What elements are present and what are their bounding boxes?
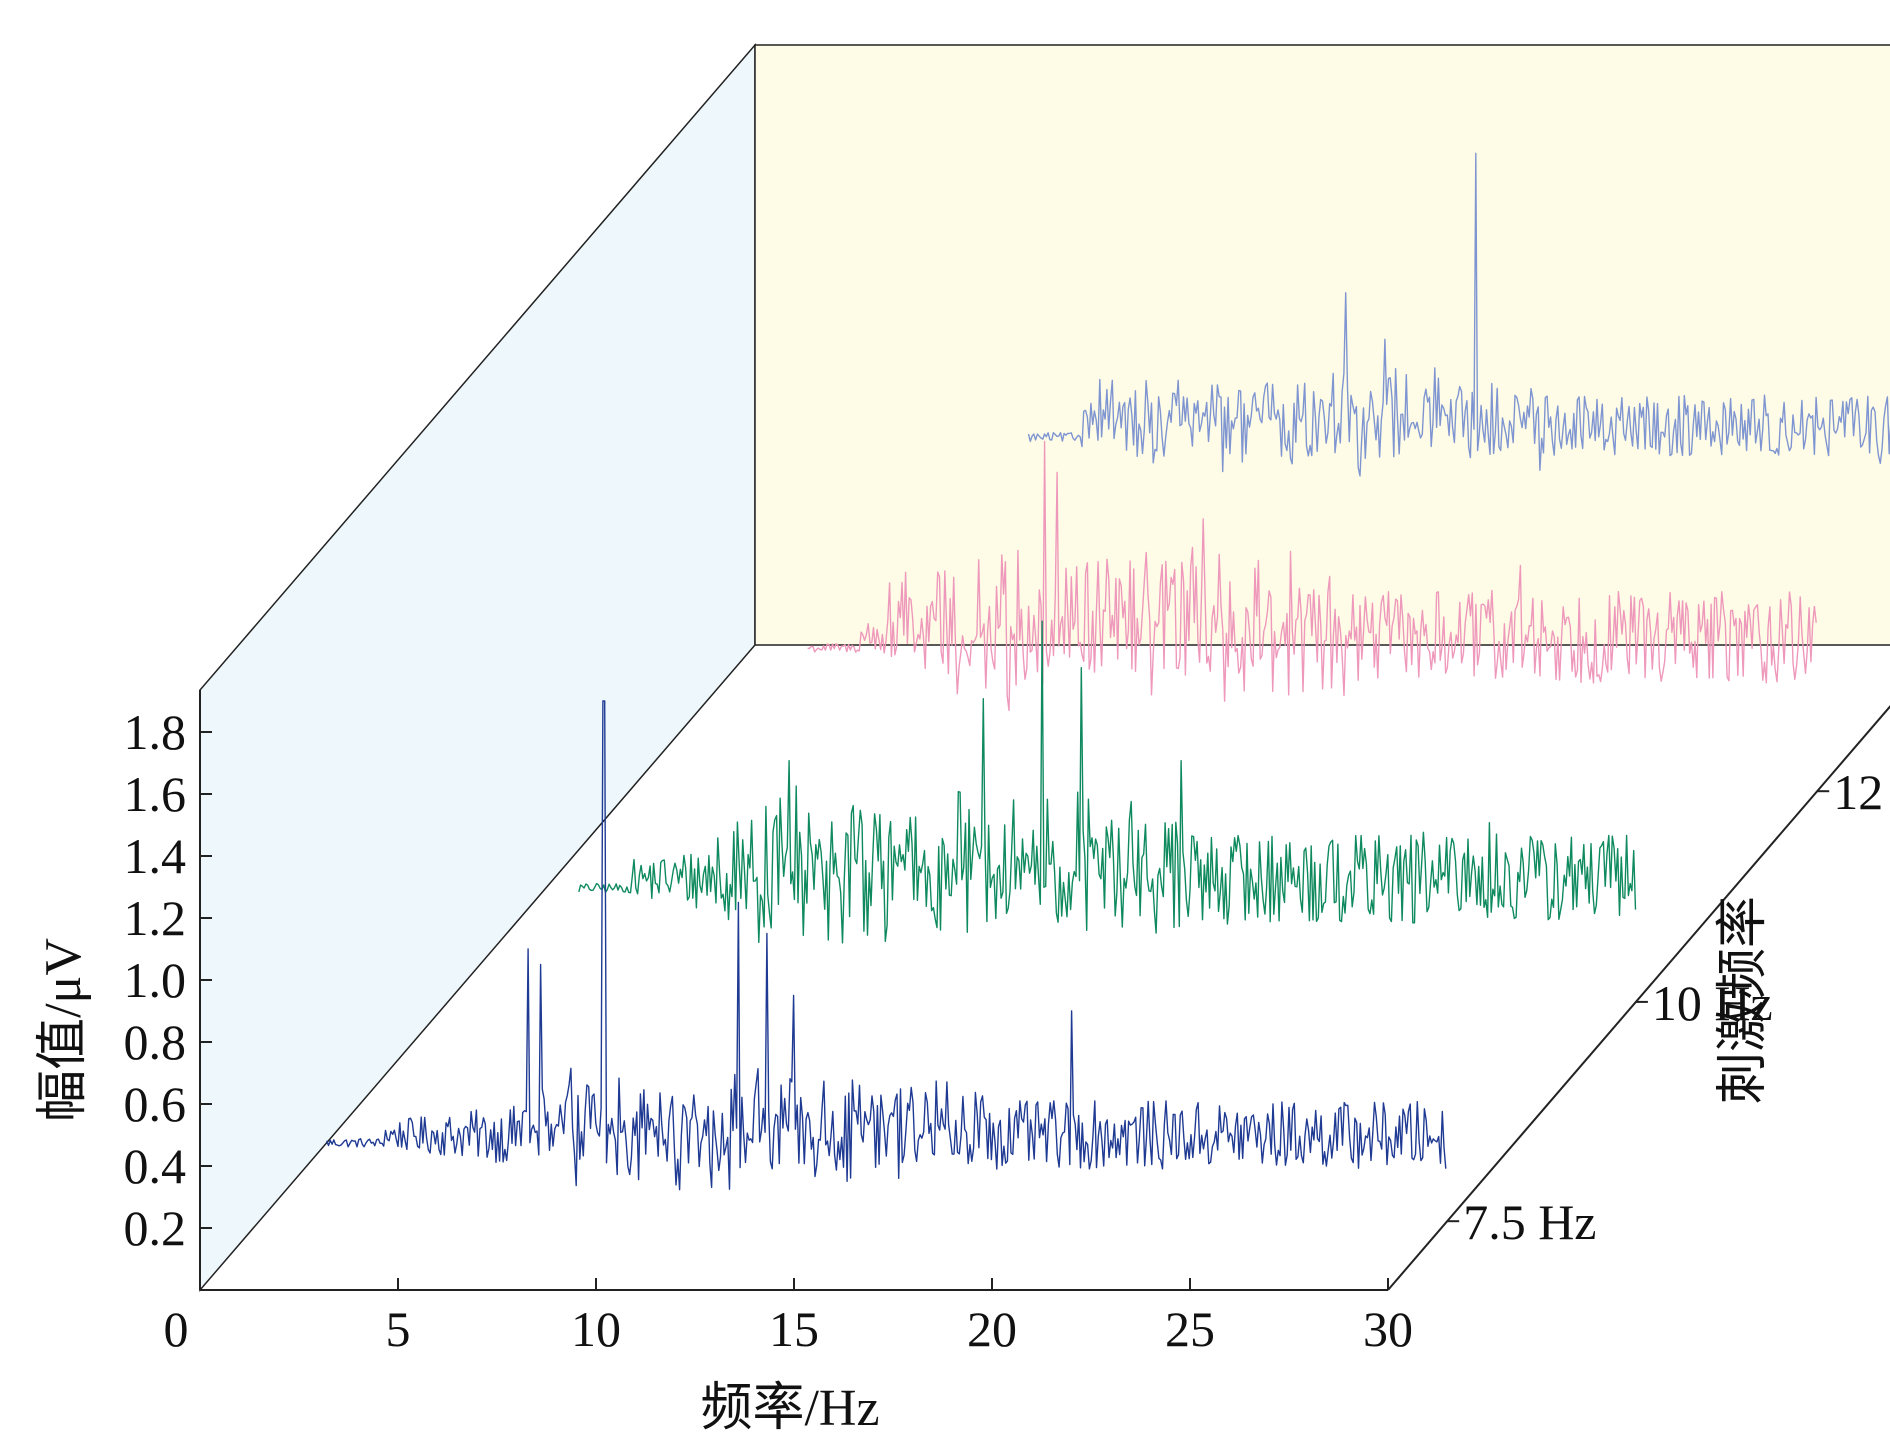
y-tick-label: 1.4 (124, 828, 187, 884)
x-tick-label: 5 (386, 1301, 411, 1357)
back-wall (755, 45, 1890, 645)
x-tick-label: 25 (1165, 1301, 1215, 1357)
chart-walls (200, 45, 1890, 1290)
y-tick-label: 1.2 (124, 890, 187, 946)
y-tick-label: 0.6 (124, 1076, 187, 1132)
series-label: 7.5 Hz (1463, 1194, 1596, 1250)
y-tick-label: 1.6 (124, 766, 187, 822)
x-tick-label: 20 (967, 1301, 1017, 1357)
y-tick-label: 0.2 (124, 1200, 187, 1256)
y-tick-label: 0.8 (124, 1014, 187, 1070)
x-axis-title: 频率/Hz (700, 1380, 879, 1437)
y-tick-label: 1.0 (124, 952, 187, 1008)
x-tick-label: 30 (1363, 1301, 1413, 1357)
series-label: 12 Hz (1833, 764, 1890, 820)
x-tick-label: 15 (769, 1301, 819, 1357)
series-line-10-hz (579, 621, 1636, 943)
x-tick-label: 10 (571, 1301, 621, 1357)
y-tick-label: 0.4 (124, 1138, 187, 1194)
y-tick-label: 1.8 (124, 704, 187, 760)
series-label: 10 Hz (1652, 975, 1773, 1031)
x-tick-label: 0 (164, 1301, 189, 1357)
y-axis-title: 幅值/μV (35, 938, 92, 1122)
